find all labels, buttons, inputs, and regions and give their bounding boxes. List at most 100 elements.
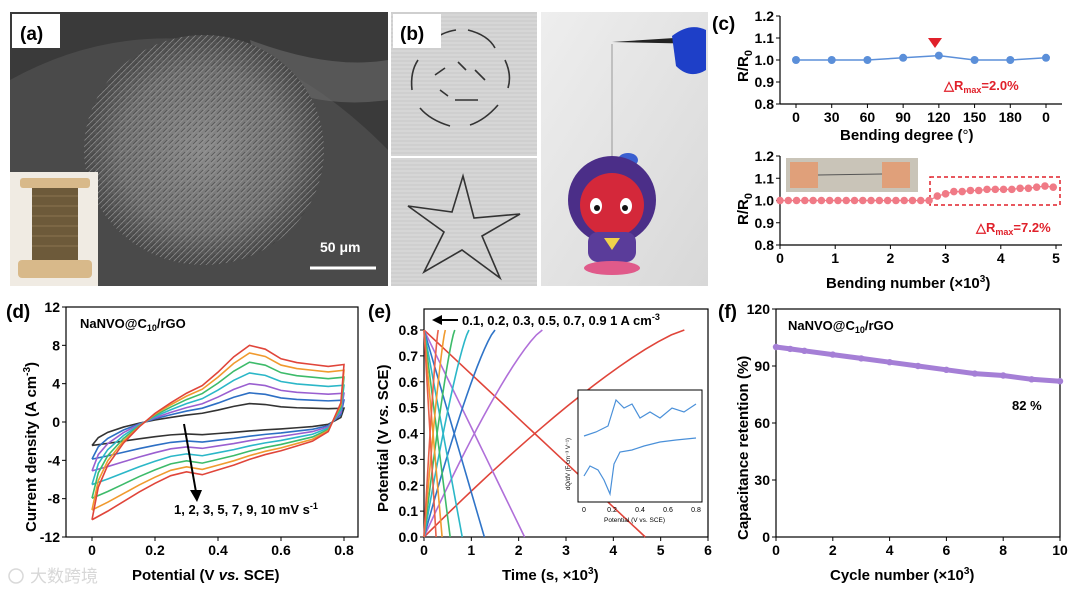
panel-b-label-bg [393,14,441,48]
c-bot-point [1024,184,1033,193]
e-ytick-label: 0.1 [399,503,419,519]
e-ytick-label: 0.2 [399,477,419,493]
e-xlabel-end: ) [594,567,599,584]
d-arrow-line [183,423,197,493]
star-pattern-fiber [407,173,521,281]
e-discharge-curve [423,329,451,538]
e-inset-frame [577,389,703,503]
watermark-text: 大数跨境 [30,567,98,586]
f-frame [775,308,1061,538]
f-point [1028,376,1035,383]
c-top-xtick-label: 30 [824,109,840,125]
f-xlabel-main: Cycle number (×10 [830,567,964,584]
f-point [858,355,865,362]
e-inset-lower-curve [583,437,697,497]
e-xlabel-main: Time (s, ×10 [502,567,588,584]
d-curve [91,372,345,486]
c-top-point [863,56,872,64]
e-xtick-label: 6 [704,542,712,558]
c-bot-line [780,185,1054,202]
d-ylabel-end: ) [23,362,40,367]
c-bot-point [983,185,991,194]
f-ytick-label: 0 [762,529,770,545]
c-bot-xtick-label: 4 [997,250,1005,266]
f-sample: NaNVO@C10/rGO [788,318,894,335]
c-bot-annotation-main: △R [975,220,996,235]
c-bot-point [784,196,793,205]
f-ytick-label: 90 [754,358,770,374]
c-bot-ytick-label: 0.8 [755,237,775,253]
c-top-annotation: △Rmax=2.0% [943,78,1019,95]
c-bot-point [859,196,867,205]
e-xlabel-sup: 3 [588,566,594,577]
panel-d-label: (d) [6,302,30,323]
c-bot-point [850,196,859,205]
c-top-xlabel-unit: ° [963,127,969,144]
e-inset-tick: 0.2 [607,507,617,514]
f-point [772,343,780,351]
d-xtick-label: 0.4 [208,542,228,558]
e-xtick-label: 0 [420,542,428,558]
e-legend-arrow-head [432,315,442,325]
e-ytick-label: 0.3 [399,451,419,467]
c-top-point [827,56,836,64]
c-top-point [934,51,943,60]
c-bot-point [999,185,1008,194]
c-bot-point [900,196,908,205]
c-top-line [796,54,1047,61]
e-charge-curve [423,329,447,538]
c-bot-point [792,196,801,205]
spool-wire [32,188,78,260]
c-bot-ytick-label: 0.9 [755,215,775,231]
d-sample-end: /rGO [157,316,186,331]
c-bot-point [1041,182,1049,190]
f-point [829,351,836,358]
c-bot-point [925,196,933,205]
e-inset-tick: 0.8 [691,507,701,514]
c-top-xtick-label: 90 [895,109,911,125]
d-rates: 1, 2, 3, 5, 7, 9, 10 mV s-1 [174,501,318,517]
c-bot-ytick-label: 1.2 [755,148,775,164]
f-xtick-label: 10 [1052,542,1068,558]
c-top-point [1042,53,1050,62]
c-top-xlabel: Bending degree (°) [840,127,974,144]
c-bot-xlabel-end: ) [985,275,990,292]
c-bot-annotation-value: =7.2% [1013,220,1051,235]
c-bot-point [974,186,983,195]
d-ytick-label: 8 [52,337,60,353]
e-discharge-curve [423,329,443,538]
f-xlabel-end: ) [969,567,974,584]
e-inset-upper-curve [583,398,697,437]
c-top-ytick-label: 0.9 [755,74,775,90]
c-bot-xlabel-main: Bending number (×10 [826,275,980,292]
panel-b: (b) [391,12,708,286]
chart-c-top: 1.21.11.00.90.8 0 30 60 90 120 150 180 0 R/R0 B… [735,8,1062,144]
sem-texture [84,35,324,265]
c-bot-xtick-label: 5 [1052,250,1060,266]
e-ytick-label: 0.7 [399,348,419,364]
c-bot-point [958,187,966,196]
c-bot-ytick-label: 1.1 [755,170,775,186]
spool-top-flange [20,178,90,188]
d-ylabel-sup: -3 [22,367,33,376]
panel-e-label: (e) [368,302,391,323]
panel-d: (d) 12 8 4 0 -4 -8 -12 0 0.2 0.4 0.6 0.8 NaNVO@C10… [6,299,359,584]
d-xlabel-italic: vs. [219,567,240,584]
c-bot-inset-fiber [817,173,883,176]
e-charge-curve [423,329,496,538]
e-inset-tick: 0 [582,507,586,514]
c-bot-ylabel: R/R0 [735,193,755,225]
e-xlabel: Time (s, ×103) [502,566,599,584]
f-xlabel-sup: 3 [964,566,970,577]
d-sample-main: NaNVO@C [80,316,147,331]
f-xtick-label: 4 [886,542,894,558]
e-legend: 0.1, 0.2, 0.3, 0.5, 0.7, 0.9 1 A cm-3 [462,312,660,328]
f-ylabel: Capacitance retention (%) [735,356,752,540]
e-ytick-label: 0.0 [399,529,419,545]
panel-a-label: (a) [20,24,43,45]
c-bot-annotation: △Rmax=7.2% [975,220,1051,237]
c-bot-point [991,185,1000,194]
